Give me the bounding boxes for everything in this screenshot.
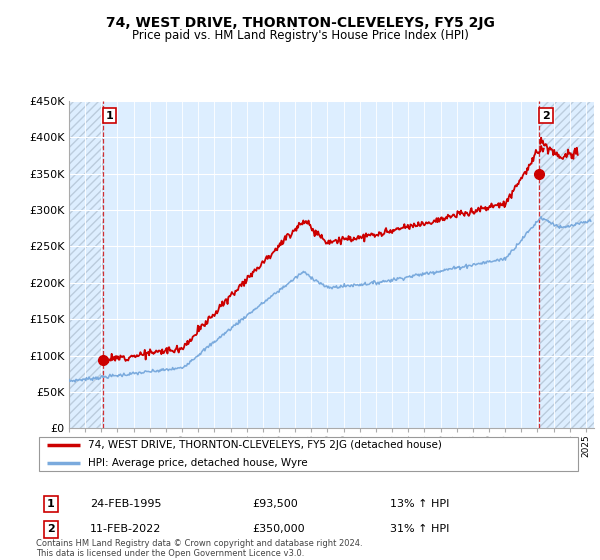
Text: 74, WEST DRIVE, THORNTON-CLEVELEYS, FY5 2JG (detached house): 74, WEST DRIVE, THORNTON-CLEVELEYS, FY5 …	[88, 440, 442, 450]
Text: Contains HM Land Registry data © Crown copyright and database right 2024.
This d: Contains HM Land Registry data © Crown c…	[36, 539, 362, 558]
Text: Price paid vs. HM Land Registry's House Price Index (HPI): Price paid vs. HM Land Registry's House …	[131, 29, 469, 42]
Text: 1: 1	[47, 499, 55, 509]
Bar	[69, 101, 103, 428]
Text: 31% ↑ HPI: 31% ↑ HPI	[390, 524, 449, 534]
Text: 24-FEB-1995: 24-FEB-1995	[90, 499, 161, 509]
Text: 74, WEST DRIVE, THORNTON-CLEVELEYS, FY5 2JG: 74, WEST DRIVE, THORNTON-CLEVELEYS, FY5 …	[106, 16, 494, 30]
Text: 1: 1	[106, 111, 113, 120]
Text: 13% ↑ HPI: 13% ↑ HPI	[390, 499, 449, 509]
Text: £350,000: £350,000	[252, 524, 305, 534]
Text: 11-FEB-2022: 11-FEB-2022	[90, 524, 161, 534]
Bar	[539, 101, 594, 428]
Text: 2: 2	[47, 524, 55, 534]
Text: HPI: Average price, detached house, Wyre: HPI: Average price, detached house, Wyre	[88, 458, 307, 468]
Text: 2: 2	[542, 111, 550, 120]
Text: £93,500: £93,500	[252, 499, 298, 509]
FancyBboxPatch shape	[39, 437, 578, 472]
